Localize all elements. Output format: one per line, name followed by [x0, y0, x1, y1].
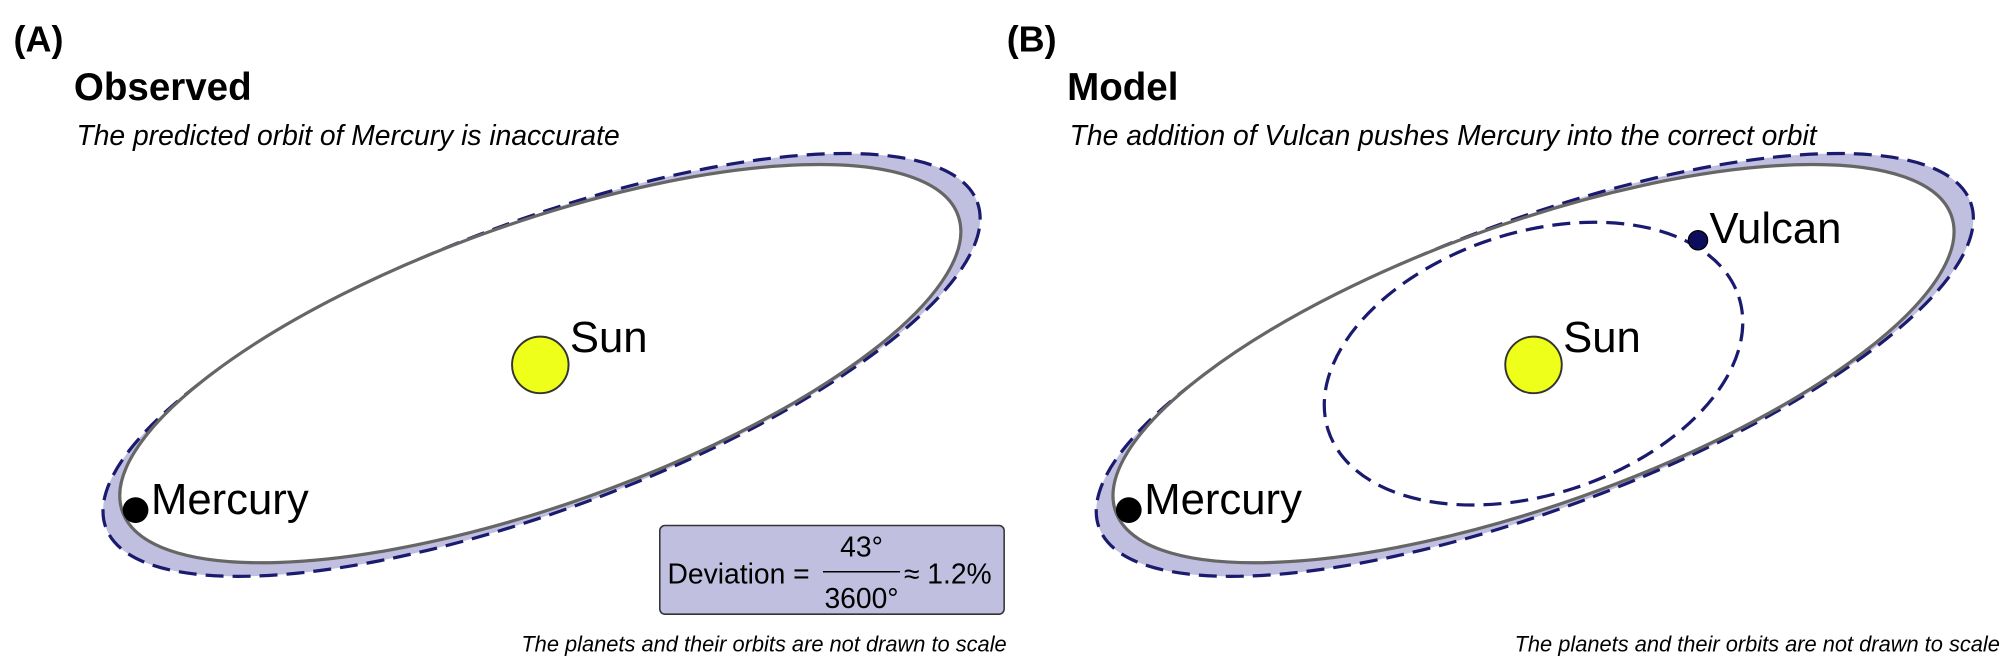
- panel-title: Observed: [74, 66, 252, 109]
- deviation-box: [659, 524, 1005, 615]
- sun: [511, 335, 570, 395]
- sun-label: Sun: [1563, 313, 1641, 362]
- mercury-label: Mercury: [1144, 475, 1302, 524]
- deviation-numerator: 43°: [840, 530, 883, 562]
- footnote: The planets and their orbits are not dra…: [521, 631, 1006, 656]
- mercury: [122, 497, 149, 523]
- mercury: [1115, 497, 1142, 523]
- panel-subtitle: The addition of Vulcan pushes Mercury in…: [1070, 119, 1818, 151]
- panel-title: Model: [1067, 66, 1178, 109]
- panel-a: (A) Observed The predicted orbit of Merc…: [13, 18, 1006, 656]
- sun-label: Sun: [570, 313, 648, 362]
- footnote: The planets and their orbits are not dra…: [1515, 631, 2000, 656]
- vulcan-label: Vulcan: [1710, 204, 1842, 253]
- panel-subtitle: The predicted orbit of Mercury is inaccu…: [76, 119, 619, 151]
- panel-b: (B) Model The addition of Vulcan pushes …: [1007, 18, 2000, 656]
- panel-label: (B): [1007, 18, 1057, 59]
- vulcan: [1687, 229, 1709, 251]
- sun: [1504, 335, 1563, 395]
- deviation-denominator: 3600°: [824, 582, 898, 614]
- deviation-approx: ≈ 1.2%: [904, 557, 992, 589]
- panel-label: (A): [13, 18, 63, 59]
- deviation-label: Deviation =: [668, 557, 810, 589]
- mercury-label: Mercury: [151, 475, 309, 524]
- vulcan-orbit: [1322, 220, 1745, 507]
